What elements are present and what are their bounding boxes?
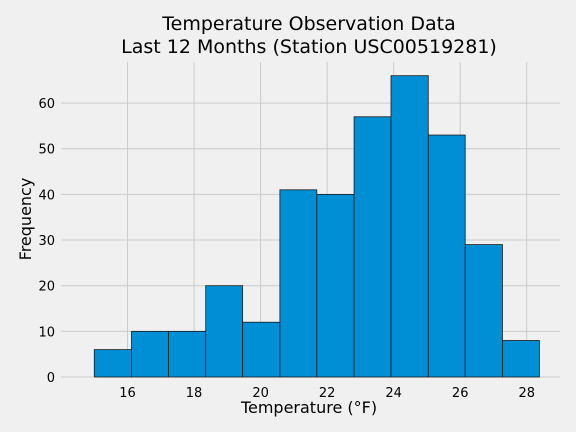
x-tick-label: 18	[186, 386, 203, 401]
x-tick-label: 24	[385, 386, 402, 401]
y-tick-label: 0	[47, 371, 55, 386]
histogram-bar	[316, 193, 355, 378]
histogram-bar	[502, 340, 540, 378]
x-axis-label: Temperature (°F)	[240, 398, 377, 417]
histogram-bar	[390, 75, 429, 378]
x-tick-label: 16	[119, 386, 136, 401]
y-tick-labels: 0 10 20 30 40 50 60	[38, 97, 55, 386]
histogram-bar	[242, 321, 281, 378]
chart-title-line-1: Temperature Observation Data	[161, 13, 456, 35]
y-tick-label: 20	[38, 280, 55, 295]
histogram-bar	[464, 244, 503, 378]
y-tick-label: 30	[38, 234, 55, 249]
x-tick-label: 28	[518, 386, 535, 401]
x-tick-label: 22	[319, 386, 336, 401]
histogram-bar	[427, 134, 466, 378]
y-tick-label: 10	[38, 325, 55, 340]
histogram-bar	[279, 189, 318, 378]
histogram-bar	[131, 330, 169, 378]
histogram-bar	[168, 330, 207, 378]
y-tick-label: 50	[38, 143, 55, 158]
bars	[93, 75, 540, 378]
x-tick-label: 26	[452, 386, 469, 401]
histogram-bar	[93, 349, 132, 378]
y-tick-label: 60	[38, 97, 55, 112]
x-tick-labels: 16 18 20 22 24 26 28	[119, 386, 535, 401]
chart-title-line-2: Last 12 Months (Station USC00519281)	[121, 36, 497, 58]
histogram-bar	[353, 116, 392, 378]
y-axis-label: Frequency	[16, 178, 35, 261]
x-tick-label: 20	[252, 386, 269, 401]
histogram-bar	[205, 285, 244, 378]
y-tick-label: 40	[38, 188, 55, 203]
